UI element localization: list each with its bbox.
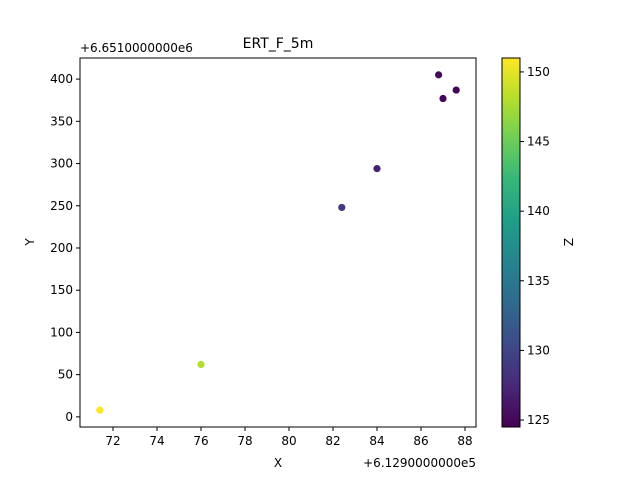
scatter-point	[338, 203, 346, 212]
y-tick-label: 250	[50, 199, 73, 213]
x-tick-label: 76	[193, 434, 208, 448]
x-tick-label: 88	[457, 434, 472, 448]
colorbar-tick-label: 145	[527, 135, 550, 149]
x-tick-label: 84	[369, 434, 384, 448]
y-axis: 0 50 100 150 200 250 300 350 400	[50, 72, 80, 424]
x-tick-label: 74	[149, 434, 164, 448]
x-offset-label: +6.1290000000e5	[363, 456, 476, 470]
colorbar-tick-label: 140	[527, 204, 550, 218]
colorbar-tick-label: 130	[527, 343, 550, 357]
scatter-point	[435, 71, 443, 79]
colorbar-tick-label: 150	[527, 65, 550, 79]
data-points	[96, 71, 460, 414]
y-tick-label: 200	[50, 241, 73, 255]
y-tick-label: 150	[50, 283, 73, 297]
y-axis-label: Y	[23, 238, 37, 247]
x-axis: 72 74 76 78 80 82 84 86 88	[105, 427, 473, 448]
chart-title: ERT_F_5m	[243, 36, 314, 52]
x-tick-label: 86	[413, 434, 428, 448]
colorbar	[501, 57, 521, 428]
y-tick-label: 400	[50, 72, 73, 86]
x-tick-label: 78	[237, 434, 252, 448]
colorbar-tick-label: 125	[527, 413, 550, 427]
colorbar-label: Z	[562, 238, 576, 246]
colorbar-axis: 125 130 135 140 145 150	[520, 65, 550, 427]
scatter-point	[373, 165, 381, 173]
x-axis-label: X	[274, 456, 282, 470]
x-tick-label: 72	[105, 434, 120, 448]
plot-area	[79, 57, 477, 428]
scatter-point	[197, 360, 205, 369]
x-tick-label: 82	[325, 434, 340, 448]
y-tick-label: 300	[50, 157, 73, 171]
y-tick-label: 50	[58, 368, 73, 382]
y-offset-label: +6.6510000000e6	[80, 41, 193, 55]
scatter-point	[439, 94, 447, 103]
colorbar-tick-label: 135	[527, 274, 550, 288]
y-tick-label: 350	[50, 114, 73, 128]
x-tick-label: 80	[281, 434, 296, 448]
y-tick-label: 100	[50, 325, 73, 339]
y-tick-label: 0	[65, 410, 73, 424]
scatter-point	[452, 86, 460, 94]
scatter-point	[96, 406, 104, 414]
